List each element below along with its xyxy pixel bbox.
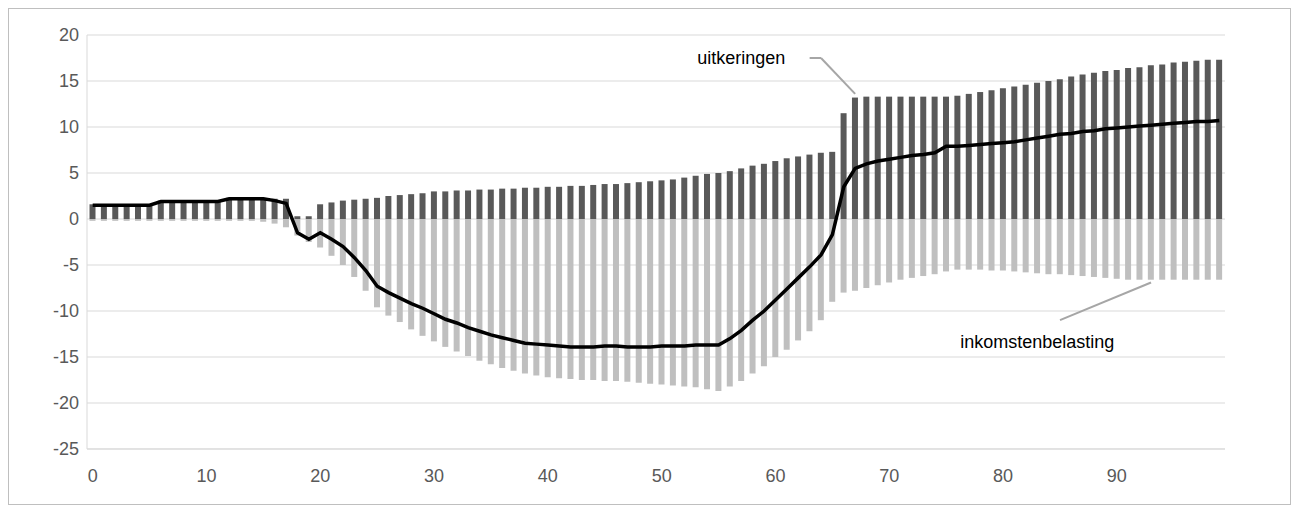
svg-text:20: 20 bbox=[310, 466, 330, 486]
svg-text:-20: -20 bbox=[53, 393, 79, 413]
svg-text:70: 70 bbox=[879, 466, 899, 486]
svg-text:-15: -15 bbox=[53, 347, 79, 367]
svg-text:60: 60 bbox=[765, 466, 785, 486]
svg-text:50: 50 bbox=[652, 466, 672, 486]
svg-text:30: 30 bbox=[424, 466, 444, 486]
svg-text:5: 5 bbox=[69, 163, 79, 183]
svg-text:10: 10 bbox=[59, 117, 79, 137]
svg-text:-25: -25 bbox=[53, 439, 79, 459]
svg-text:40: 40 bbox=[538, 466, 558, 486]
svg-text:90: 90 bbox=[1107, 466, 1127, 486]
svg-text:0: 0 bbox=[69, 209, 79, 229]
svg-text:80: 80 bbox=[993, 466, 1013, 486]
svg-text:-10: -10 bbox=[53, 301, 79, 321]
svg-text:10: 10 bbox=[196, 466, 216, 486]
svg-text:15: 15 bbox=[59, 71, 79, 91]
svg-text:inkomstenbelasting: inkomstenbelasting bbox=[960, 332, 1114, 352]
svg-text:20: 20 bbox=[59, 25, 79, 45]
svg-text:uitkeringen: uitkeringen bbox=[697, 48, 785, 68]
svg-text:-5: -5 bbox=[63, 255, 79, 275]
svg-text:0: 0 bbox=[88, 466, 98, 486]
